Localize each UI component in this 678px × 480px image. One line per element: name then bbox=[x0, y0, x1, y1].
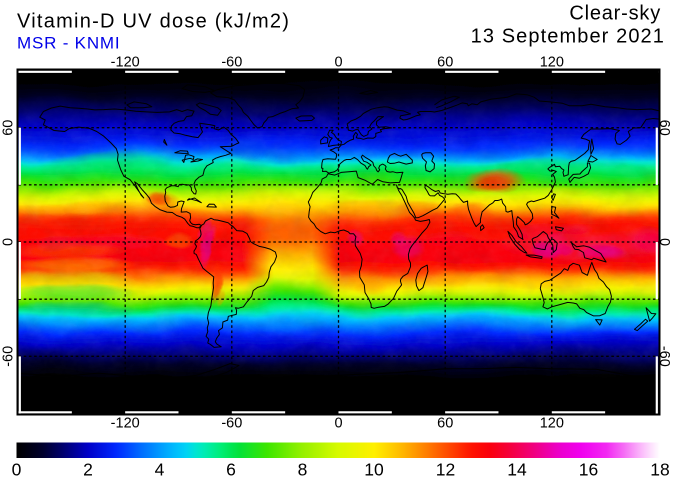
svg-text:18: 18 bbox=[650, 460, 669, 480]
svg-text:-60: -60 bbox=[656, 346, 672, 367]
svg-text:60: 60 bbox=[656, 120, 672, 136]
svg-text:Clear-sky: Clear-sky bbox=[569, 3, 661, 25]
svg-text:-60: -60 bbox=[221, 55, 242, 71]
svg-text:-120: -120 bbox=[111, 416, 140, 432]
svg-text:MSR - KNMI: MSR - KNMI bbox=[17, 34, 120, 53]
svg-text:14: 14 bbox=[507, 460, 527, 480]
svg-text:13 September 2021: 13 September 2021 bbox=[471, 26, 665, 48]
svg-text:16: 16 bbox=[579, 460, 598, 480]
svg-text:4: 4 bbox=[155, 460, 165, 480]
svg-text:0: 0 bbox=[334, 55, 342, 71]
svg-text:-120: -120 bbox=[111, 55, 140, 71]
svg-text:-60: -60 bbox=[1, 346, 17, 367]
svg-text:6: 6 bbox=[226, 460, 236, 480]
svg-text:0: 0 bbox=[1, 238, 17, 246]
svg-text:10: 10 bbox=[364, 460, 384, 480]
svg-text:0: 0 bbox=[12, 460, 22, 480]
svg-text:8: 8 bbox=[298, 460, 308, 480]
svg-text:60: 60 bbox=[437, 55, 453, 71]
svg-text:12: 12 bbox=[436, 460, 455, 480]
svg-text:0: 0 bbox=[334, 416, 342, 432]
svg-text:120: 120 bbox=[540, 416, 564, 432]
svg-text:0: 0 bbox=[656, 238, 672, 246]
svg-text:120: 120 bbox=[540, 55, 564, 71]
svg-text:60: 60 bbox=[437, 416, 453, 432]
svg-text:2: 2 bbox=[83, 460, 93, 480]
svg-text:60: 60 bbox=[1, 120, 17, 136]
svg-text:Vitamin-D UV dose (kJ/m2): Vitamin-D UV dose (kJ/m2) bbox=[17, 11, 290, 33]
svg-text:-60: -60 bbox=[221, 416, 242, 432]
